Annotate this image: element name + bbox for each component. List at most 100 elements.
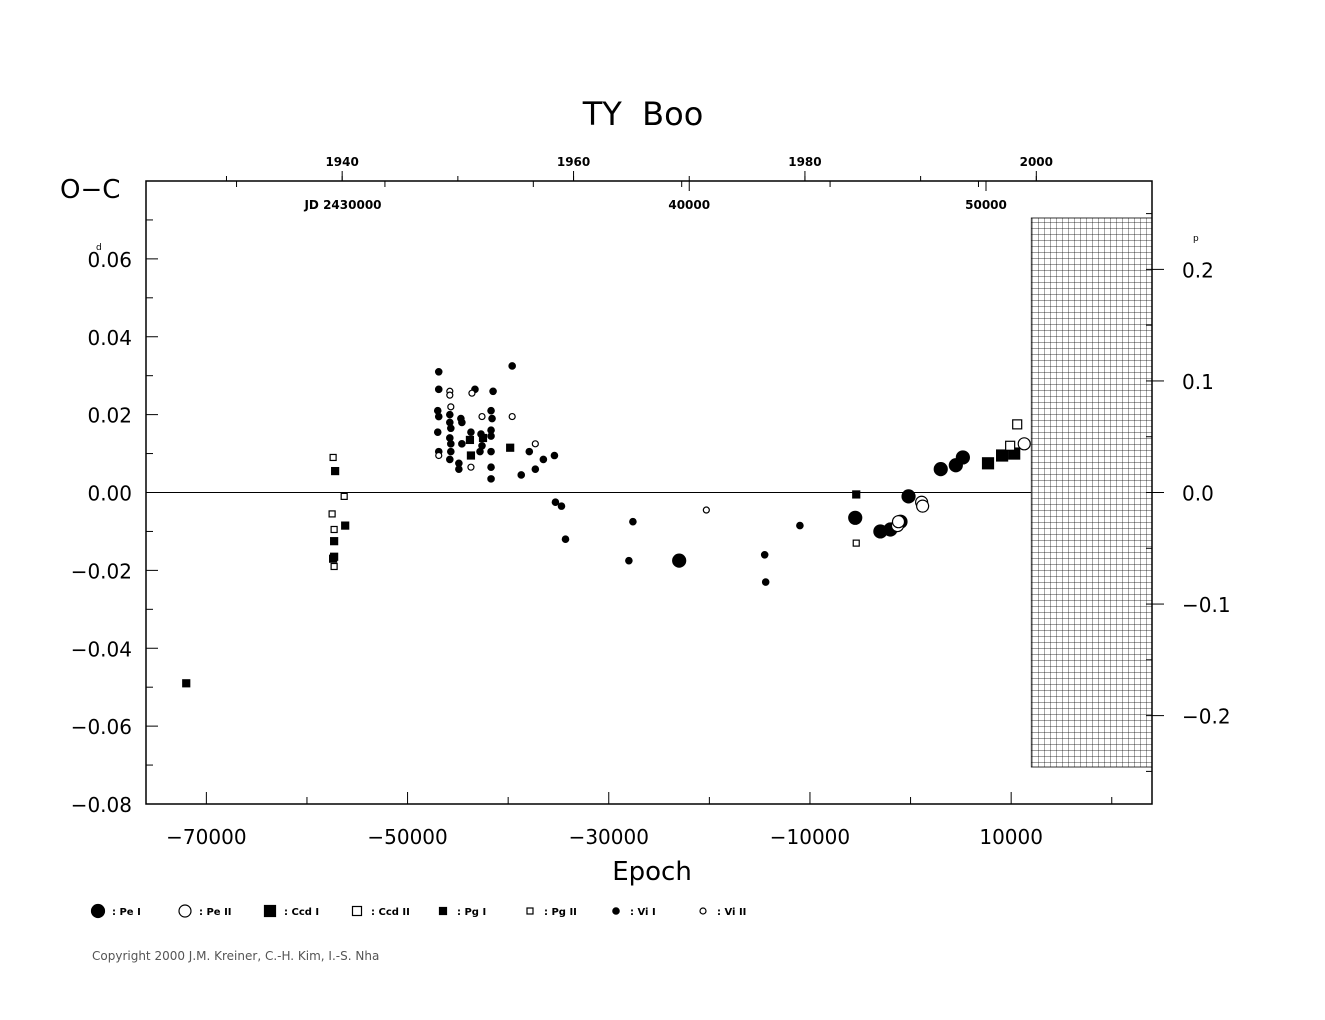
point-pg-i: [182, 679, 191, 688]
legend-marker: [178, 904, 192, 918]
right-tick-label: 0.2: [1182, 258, 1214, 282]
legend-label: : Ccd I: [284, 907, 319, 918]
point-pg-ii: [340, 492, 348, 500]
jd-label: 40000: [668, 198, 710, 212]
point-vi-i: [760, 550, 769, 559]
legend-label: : Pg II: [544, 907, 577, 918]
point-pe-i: [848, 510, 863, 525]
legend-label: : Vi II: [717, 907, 746, 918]
y-tick-label: −0.08: [71, 793, 132, 817]
point-vi-i: [487, 406, 495, 415]
legend-marker: [699, 907, 707, 915]
point-vi-i: [517, 471, 526, 479]
point-vi-i: [525, 447, 534, 456]
future-grid: [1030, 217, 1153, 768]
point-vi-ii: [508, 412, 516, 421]
chart-title: TY Boo: [582, 95, 704, 133]
point-pe-ii: [1017, 437, 1031, 451]
point-vi-i: [761, 578, 770, 586]
point-pg-i: [331, 466, 340, 476]
point-vi-i: [433, 428, 442, 436]
top-year-label: 2000: [1020, 155, 1053, 169]
axis-ticks: [146, 171, 1164, 805]
y-axis-unit: d: [96, 243, 102, 253]
y-tick-label: −0.02: [71, 559, 132, 583]
legend-marker: [351, 905, 363, 917]
point-vi-i: [508, 362, 516, 370]
x-tick-label: −70000: [166, 825, 246, 849]
point-vi-i: [561, 535, 570, 544]
point-vi-i: [447, 440, 455, 448]
point-pg-ii: [330, 525, 338, 534]
point-vi-i: [487, 475, 495, 483]
point-pg-i: [329, 554, 338, 563]
x-tick-label: −50000: [367, 825, 447, 849]
right-tick-label: 0.1: [1182, 370, 1214, 394]
point-vi-i: [487, 432, 495, 440]
jd-label: 50000: [965, 198, 1007, 212]
point-vi-i: [476, 447, 484, 456]
point-vi-i: [434, 367, 443, 376]
x-tick-label: −30000: [569, 825, 649, 849]
point-ccd-i: [981, 457, 995, 470]
right-tick-label: 0.0: [1182, 482, 1214, 506]
x-axis-label: Epoch: [612, 857, 692, 887]
point-pe-i: [955, 450, 970, 465]
point-pe-ii: [891, 515, 906, 529]
point-pg-i: [466, 451, 476, 460]
point-pg-i: [465, 435, 475, 445]
y-tick-label: 0.06: [87, 248, 132, 272]
legend-label: : Vi I: [630, 907, 656, 918]
point-ccd-ii: [1012, 419, 1023, 430]
top-year-label: 1980: [788, 155, 821, 169]
point-vi-i: [477, 430, 485, 438]
point-vi-i: [487, 447, 495, 456]
legend-marker: [438, 906, 448, 916]
point-vi-i: [625, 556, 633, 565]
legend: : Pe I: Pe II: Ccd I: Ccd II: Pg I: Pg I…: [90, 903, 746, 919]
y-axis-label: O−C: [60, 175, 120, 205]
top-year-label: 1960: [557, 155, 590, 169]
point-vi-i: [433, 406, 442, 415]
point-pe-i: [933, 462, 948, 477]
point-pg-ii: [329, 453, 337, 462]
point-vi-ii: [702, 506, 710, 514]
legend-label: : Pg I: [457, 907, 486, 918]
legend-label: : Pe II: [199, 907, 232, 918]
point-vi-ii: [531, 440, 539, 448]
right-tick-label: −0.1: [1182, 593, 1231, 617]
copyright-text: Copyright 2000 J.M. Kreiner, C.-H. Kim, …: [92, 949, 380, 963]
point-vi-i: [629, 517, 637, 526]
y-tick-label: −0.04: [71, 637, 132, 661]
point-pg-i: [852, 490, 861, 499]
y-tick-label: 0.00: [87, 482, 132, 506]
legend-marker: [526, 907, 534, 915]
x-tick-label: −10000: [770, 825, 850, 849]
point-vi-ii: [435, 451, 443, 460]
point-vi-ii: [447, 403, 455, 411]
point-vi-i: [489, 387, 497, 396]
tick-labels: 0.06 0.04 0.02 0.00 −0.02 −0.04 −0.06 −0.08 −700…: [71, 155, 1231, 849]
point-ccd-i: [996, 449, 1009, 462]
y-tick-label: 0.04: [87, 326, 132, 350]
point-vi-i: [446, 455, 454, 464]
x-tick-label: 10000: [979, 825, 1043, 849]
top-year-label: 1940: [325, 155, 358, 169]
point-vi-ii: [478, 412, 486, 421]
point-vi-i: [455, 465, 463, 473]
point-pg-ii: [328, 510, 336, 518]
point-pg-i: [506, 443, 515, 452]
legend-marker: [90, 903, 106, 919]
point-vi-i: [487, 463, 495, 471]
y-tick-label: −0.06: [71, 715, 132, 739]
point-vi-i: [434, 385, 443, 394]
point-vi-i: [551, 498, 560, 507]
point-pg-ii: [852, 539, 860, 547]
legend-label: : Pe I: [112, 907, 141, 918]
point-vi-i: [458, 418, 466, 427]
y-tick-label: 0.02: [87, 404, 132, 428]
point-vi-i: [446, 410, 454, 419]
point-ccd-ii: [1005, 440, 1016, 451]
point-pe-i: [901, 489, 916, 504]
